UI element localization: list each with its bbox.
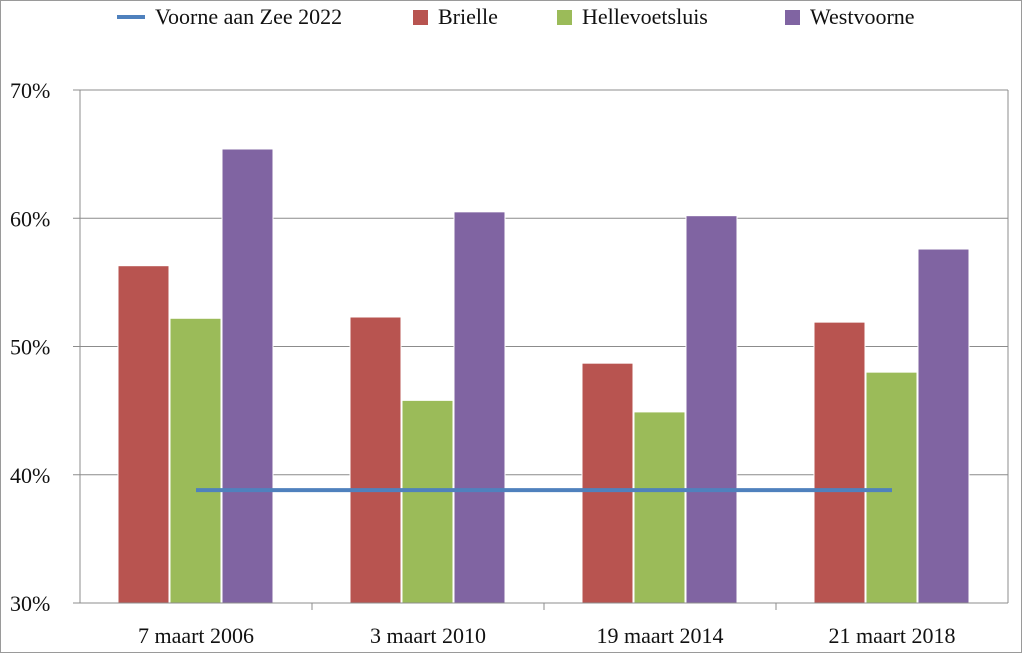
bar-westvoorne bbox=[453, 211, 506, 604]
y-tick-label: 60% bbox=[10, 206, 50, 231]
bar-hellevoetsluis bbox=[865, 371, 918, 604]
x-tick-label: 3 maart 2010 bbox=[370, 623, 486, 648]
bars bbox=[117, 148, 970, 604]
y-tick-label: 40% bbox=[10, 463, 50, 488]
y-tick-label: 30% bbox=[10, 591, 50, 616]
y-tick-label: 70% bbox=[10, 78, 50, 103]
legend-label-westvoorne: Westvoorne bbox=[810, 4, 915, 29]
bar-brielle bbox=[581, 362, 634, 604]
x-tick-label: 21 maart 2018 bbox=[828, 623, 955, 648]
legend-key-line bbox=[117, 15, 145, 19]
bar-westvoorne bbox=[685, 215, 738, 604]
legend-item-westvoorne: Westvoorne bbox=[785, 4, 915, 30]
legend-item-hellevoetsluis: Hellevoetsluis bbox=[557, 4, 708, 30]
legend-label-hellevoetsluis: Hellevoetsluis bbox=[582, 4, 708, 29]
legend-key-westvoorne bbox=[785, 9, 800, 25]
x-tick-label: 7 maart 2006 bbox=[138, 623, 254, 648]
legend-label-brielle: Brielle bbox=[438, 4, 498, 29]
legend: Voorne aan Zee 2022 Brielle Hellevoetslu… bbox=[0, 4, 1024, 34]
bar-brielle bbox=[117, 265, 170, 604]
legend-label-voorne-aan-zee-2022: Voorne aan Zee 2022 bbox=[155, 4, 343, 29]
legend-item-voorne-aan-zee-2022: Voorne aan Zee 2022 bbox=[117, 4, 342, 30]
bar-westvoorne bbox=[917, 248, 970, 604]
bar-hellevoetsluis bbox=[401, 399, 454, 604]
x-tick-labels: 7 maart 2006 3 maart 2010 19 maart 2014 21 … bbox=[138, 623, 956, 648]
legend-item-brielle: Brielle bbox=[413, 4, 498, 30]
legend-key-hellevoetsluis bbox=[557, 9, 572, 25]
bar-brielle bbox=[349, 316, 402, 604]
x-tick-label: 19 maart 2014 bbox=[596, 623, 723, 648]
bar-hellevoetsluis bbox=[169, 317, 222, 604]
axes bbox=[79, 90, 1009, 610]
legend-key-brielle bbox=[413, 9, 428, 25]
y-tick-label: 50% bbox=[10, 335, 50, 360]
bar-brielle bbox=[813, 321, 866, 604]
bar-westvoorne bbox=[221, 148, 274, 604]
bar-hellevoetsluis bbox=[633, 411, 686, 604]
y-tick-labels: 30% 40% 50% 60% 70% bbox=[10, 78, 50, 616]
